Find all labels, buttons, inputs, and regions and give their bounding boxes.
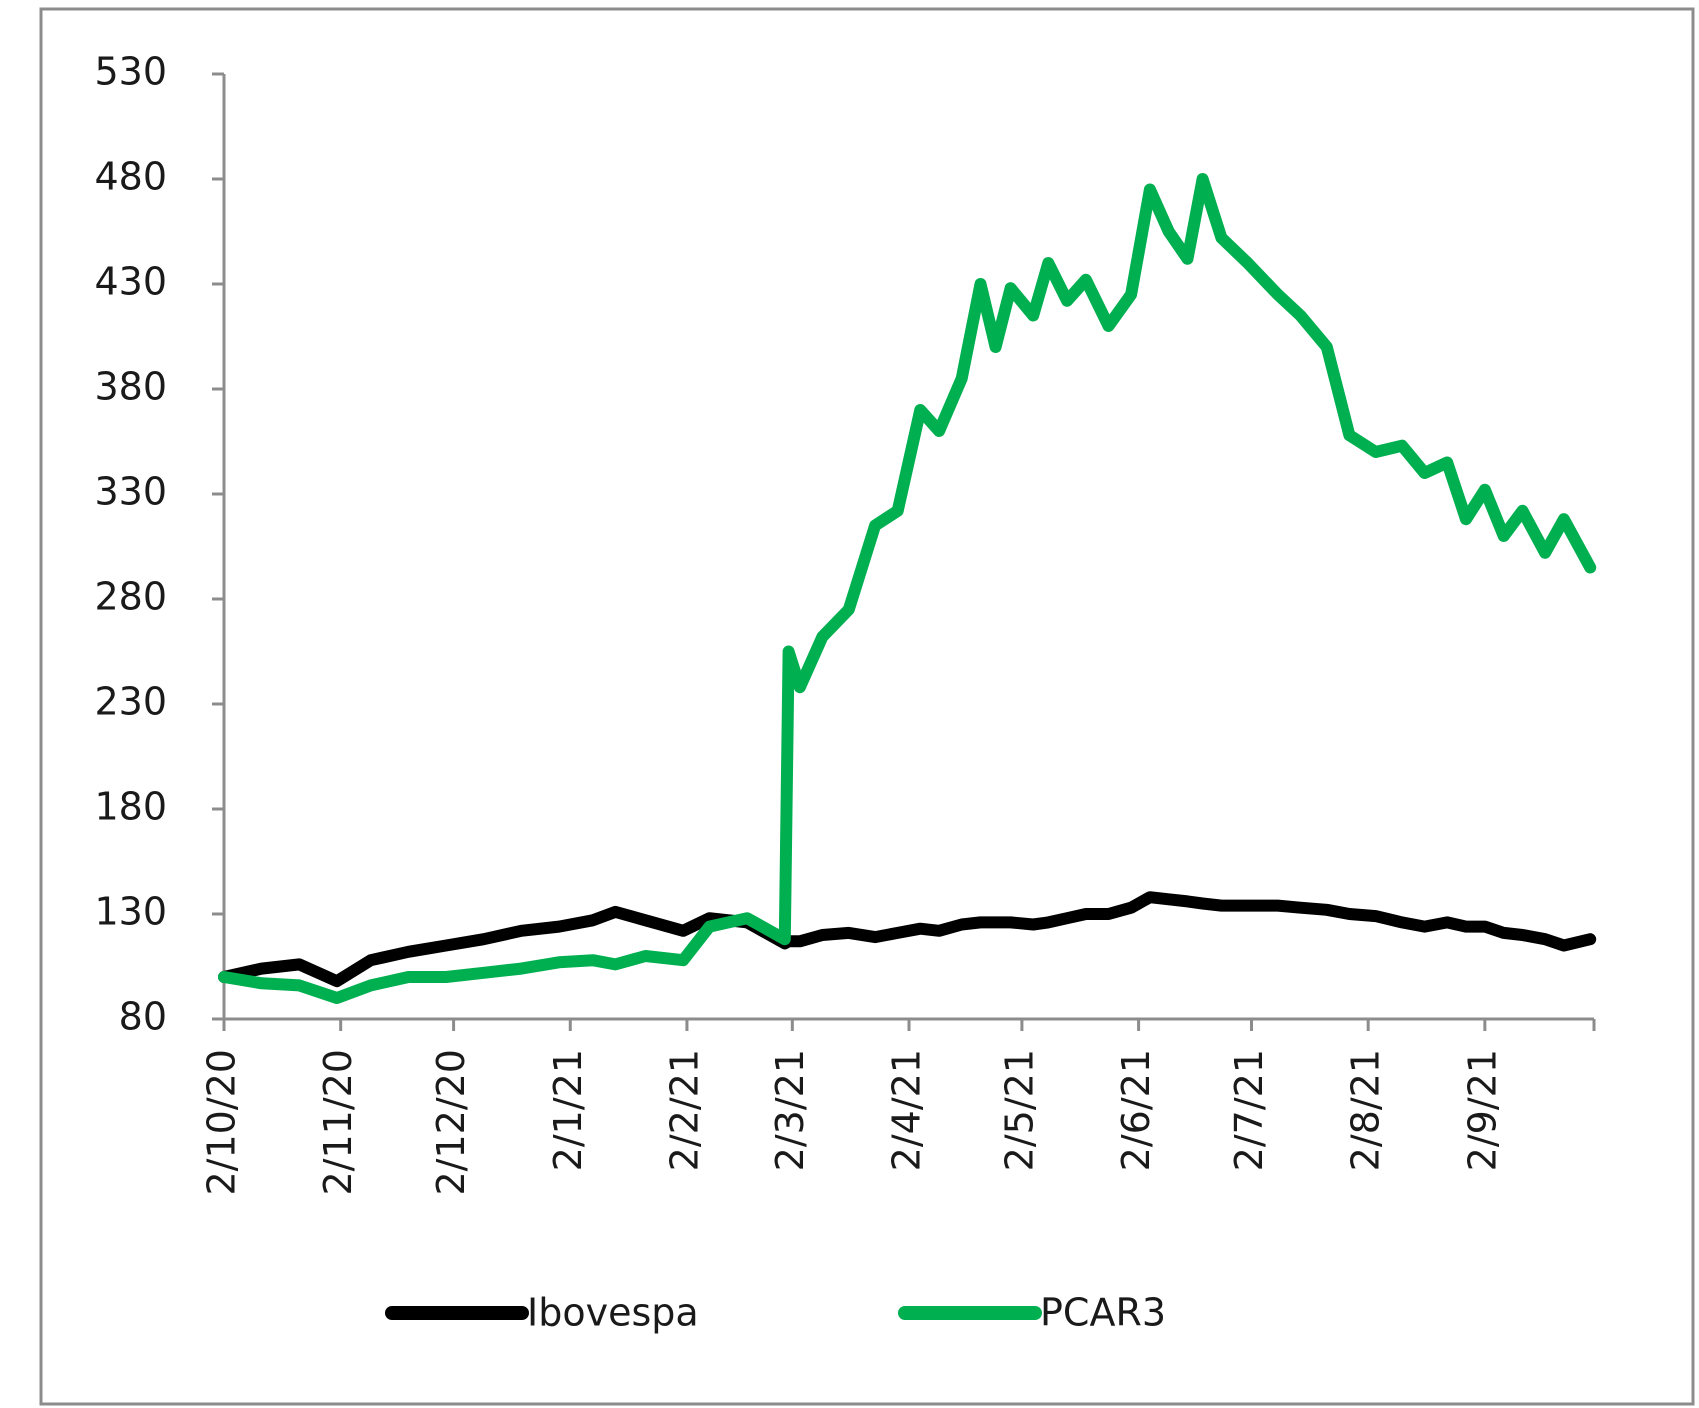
y-tick-label: 230	[94, 680, 167, 724]
y-tick-label: 430	[94, 260, 167, 304]
x-tick-label: 2/3/21	[768, 1049, 812, 1171]
y-tick-label: 480	[94, 155, 167, 199]
x-tick-label: 2/12/20	[429, 1049, 473, 1196]
y-tick-label: 80	[119, 995, 167, 1039]
legend-label: PCAR3	[1040, 1291, 1166, 1335]
x-tick-label: 2/6/21	[1114, 1049, 1158, 1171]
chart-border	[39, 7, 1695, 1406]
series-line	[218, 891, 1597, 988]
y-tick-label: 280	[94, 575, 167, 619]
x-tick-label: 2/10/20	[200, 1049, 244, 1196]
x-tick-label: 2/11/20	[316, 1049, 360, 1196]
x-tick-label: 2/2/21	[662, 1049, 706, 1171]
x-tick-label: 2/5/21	[997, 1049, 1041, 1171]
y-tick-label: 530	[94, 50, 167, 94]
x-tick-label: 2/7/21	[1227, 1049, 1271, 1171]
y-tick-label: 180	[94, 785, 167, 829]
x-tick-label: 2/1/21	[546, 1049, 590, 1171]
x-tick-label: 2/4/21	[885, 1049, 929, 1171]
x-tick-label: 2/9/21	[1460, 1049, 1504, 1171]
y-tick-label: 130	[94, 890, 167, 934]
legend-label: Ibovespa	[527, 1291, 699, 1335]
series-line	[218, 173, 1597, 1004]
y-tick-label: 330	[94, 470, 167, 514]
y-tick-label: 380	[94, 365, 167, 409]
x-tick-label: 2/8/21	[1344, 1049, 1388, 1171]
